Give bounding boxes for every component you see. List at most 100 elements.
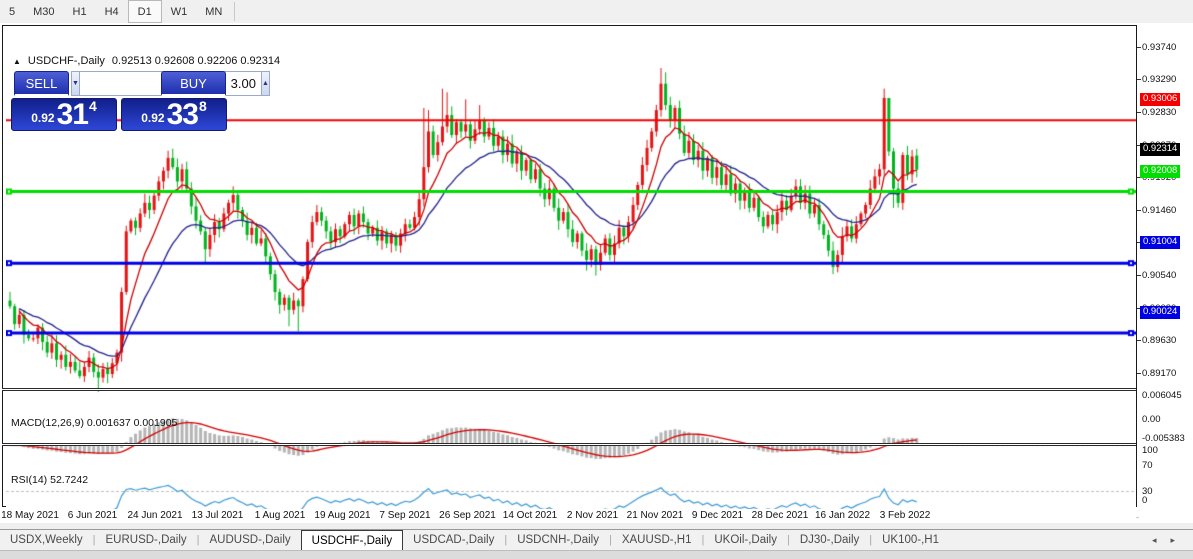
date-axis-label: 18 May 2021 [1,510,59,521]
timeframe-button-w1[interactable]: W1 [170,5,188,18]
current-price-label: 0.92314 [1140,142,1181,156]
rsi-current-value: 52.7242 [50,474,89,486]
volume-increase-button[interactable]: ▲ [260,71,270,96]
chart-title: ▲ USDCHF-,Daily 0.92513 0.92608 0.92206 … [13,55,280,67]
date-axis-label: 2 Nov 2021 [566,510,619,521]
macd-axis-label: 0.00 [1142,414,1161,425]
tab-eurusd-daily[interactable]: EURUSD-,Daily [105,534,187,546]
tab-scroll-controls: ◂ ▸ [1152,530,1193,550]
tab-usdcnh-daily[interactable]: USDCNH-,Daily [517,534,599,546]
timeframe-button-h4[interactable]: H4 [104,5,119,18]
date-axis-label: 1 Aug 2021 [254,510,306,521]
one-click-trade-widget: SELL ▼ ▲ BUY 0.92 31 4 0.92 33 8 [11,70,270,131]
panel-resize-handle-rsi[interactable] [2,443,1191,446]
chart-tab-bar: USDX,Weekly | EURUSD-,Daily | AUDUSD-,Daily U… [0,529,1193,551]
date-axis-label: 16 Jan 2022 [814,510,871,521]
chart-ohlc-values: 0.92513 0.92608 0.92206 0.92314 [111,55,281,67]
tab-separator: | [701,534,705,546]
axis-tick-label: 0.89630 [1142,335,1177,347]
level-price-label: 0.90024 [1140,306,1181,320]
date-axis-label: 24 Jun 2021 [127,510,183,521]
chart-symbol-label: USDCHF-,Daily [27,55,105,67]
axis-tick [1137,340,1141,342]
axis-tick [1137,209,1141,211]
chart-window: ▲ USDCHF-,Daily 0.92513 0.92608 0.92206 … [2,25,1191,531]
tab-separator: | [869,534,873,546]
date-axis-label: 26 Sep 2021 [439,510,496,521]
volume-decrease-button[interactable]: ▼ [71,71,80,96]
date-axis-label: 7 Sep 2021 [379,510,431,521]
status-strip [0,551,1193,559]
tab-usdx-weekly[interactable]: USDX,Weekly [10,534,83,546]
axis-tick [1137,47,1141,48]
level-price-label: 0.93006 [1140,93,1181,107]
timeframe-button-5[interactable]: 5 [9,5,16,18]
macd-name: MACD(12,26,9) [11,417,84,429]
tab-uk100-h1[interactable]: UK100-,H1 [882,534,940,546]
axis-tick [1137,111,1141,113]
window-gap [0,523,1193,529]
axis-tick-label: 0.91460 [1142,204,1177,216]
toolbar-separator [234,2,236,21]
axis-tick [1137,373,1141,374]
tab-xauusd-h1[interactable]: XAUUSD-,H1 [621,534,692,546]
macd-axis-label: -0.005383 [1142,433,1185,444]
timeframe-button-m30[interactable]: M30 [33,5,55,18]
axis-tick [1137,79,1141,81]
collapse-triangle-icon[interactable]: ▲ [13,56,21,66]
date-axis-label: 3 Feb 2022 [879,510,931,521]
tab-separator: | [786,534,790,546]
buy-price-prefix: 0.92 [141,111,165,125]
panel-resize-handle-macd[interactable] [2,388,1191,391]
level-price-label: 0.92008 [1140,164,1181,178]
macd-axis-label: 0.006045 [1142,390,1182,401]
chart-canvas[interactable] [6,52,1139,531]
price-axis-border [1136,25,1137,507]
tab-usdcad-daily[interactable]: USDCAD-,Daily [413,534,495,546]
axis-tick-label: 0.93740 [1142,42,1177,53]
tab-scroll-left-icon[interactable]: ◂ [1151,534,1157,545]
buy-button[interactable]: BUY [161,71,226,96]
axis-tick [1137,144,1141,146]
tab-audusd-daily[interactable]: AUDUSD-,Daily [209,534,291,546]
sell-price-prefix: 0.92 [31,111,55,125]
date-axis-label: 19 Aug 2021 [314,510,371,521]
sell-price-panel[interactable]: 0.92 31 4 [11,98,117,131]
date-axis-label: 28 Dec 2021 [751,510,809,521]
date-axis-label: 14 Oct 2021 [502,510,558,521]
sell-price-pipette: 4 [88,98,97,114]
macd-indicator-label: MACD(12,26,9) 0.001637 0.001905 [11,417,177,429]
axis-tick-label: 0.93290 [1142,74,1177,86]
date-axis-label: 6 Jun 2021 [67,510,118,521]
buy-price-big: 33 [166,98,199,131]
tab-scroll-right-icon[interactable]: ▸ [1170,534,1175,545]
level-price-label: 0.91004 [1140,236,1181,250]
timeframe-button-d1[interactable]: D1 [127,0,162,23]
axis-tick [1137,176,1141,178]
rsi-name: RSI(14) [11,474,48,486]
date-axis-label: 21 Nov 2021 [626,510,684,521]
date-axis-label: 9 Dec 2021 [691,510,744,521]
timeframe-button-h1[interactable]: H1 [72,5,87,18]
rsi-axis-label: 100 [1142,445,1158,456]
axis-tick [1137,308,1141,310]
buy-price-panel[interactable]: 0.92 33 8 [121,98,227,131]
axis-tick-label: 0.90540 [1142,270,1177,282]
tab-usdchf-daily[interactable]: USDCHF-,Daily [300,530,404,550]
tab-dj30-daily[interactable]: DJ30-,Daily [799,534,860,546]
timeframe-button-mn[interactable]: MN [205,5,223,18]
tab-separator: | [504,534,508,546]
rsi-axis-label: 0 [1142,495,1148,506]
volume-stepper: ▼ ▲ [71,71,270,96]
tab-separator: | [608,534,612,546]
timeframe-toolbar: 5 M30 H1 H4 D1 W1 MN [0,0,1193,23]
rsi-axis-label: 70 [1142,460,1153,471]
rsi-indicator-label: RSI(14) 52.7242 [11,474,88,486]
rsi-axis-label: 30 [1142,486,1153,497]
tab-ukoil-daily[interactable]: UKOil-,Daily [714,534,777,546]
axis-tick-label: 0.92830 [1142,106,1177,118]
sell-button[interactable]: SELL [14,71,69,96]
buy-price-pipette: 8 [198,98,207,114]
tab-separator: | [196,534,200,546]
axis-tick-label: 0.89170 [1142,368,1177,379]
